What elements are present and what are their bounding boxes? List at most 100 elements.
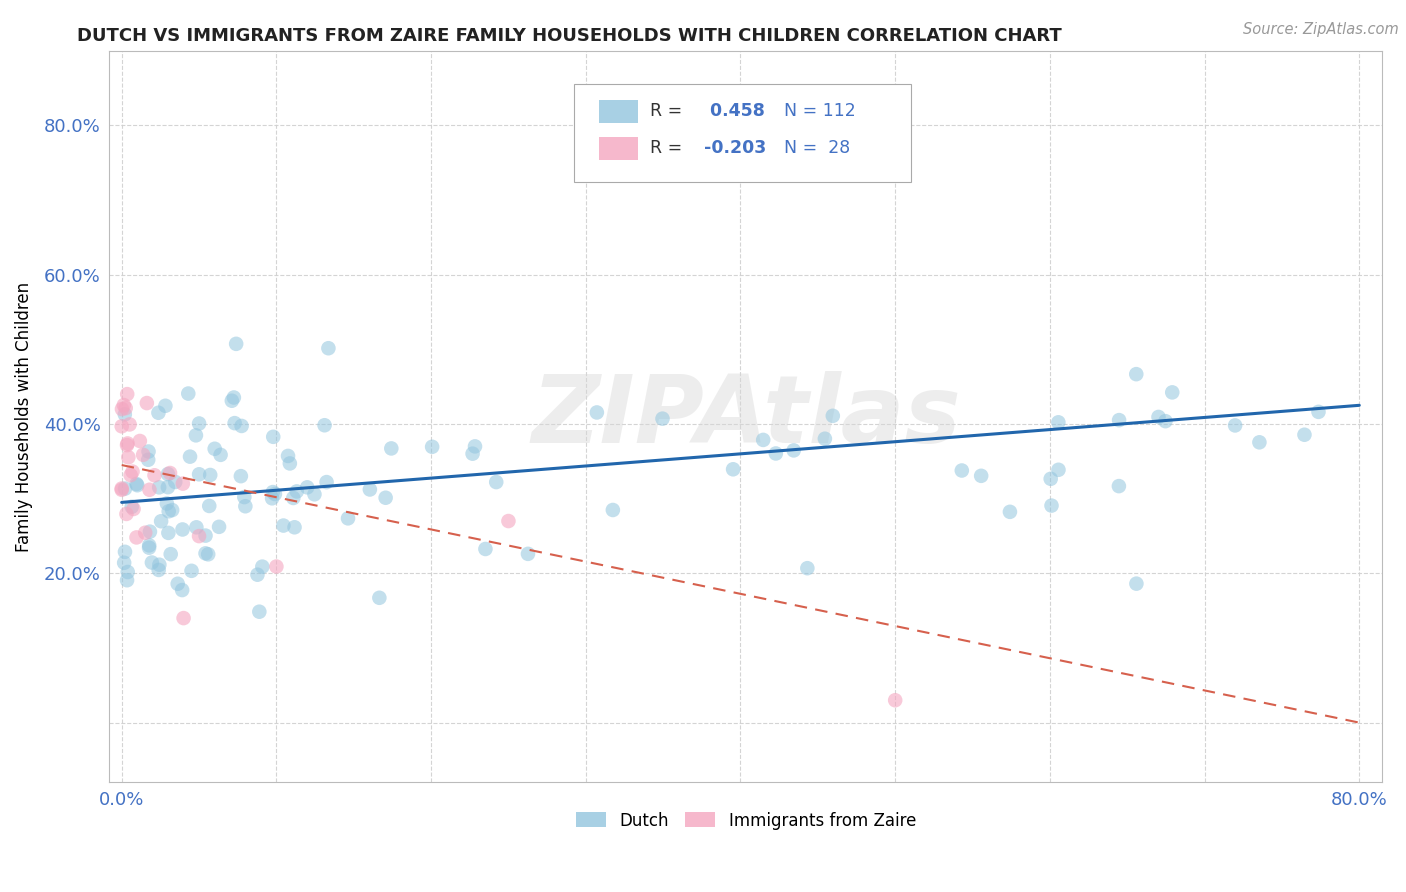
Point	[157, 504, 180, 518]
Point	[224, 416, 246, 430]
Point	[1125, 576, 1147, 591]
Point	[177, 386, 200, 401]
Point	[111, 483, 134, 497]
Point	[1161, 385, 1184, 400]
Text: 0.458: 0.458	[704, 102, 765, 120]
Point	[135, 396, 157, 410]
Point	[602, 503, 624, 517]
Point	[121, 500, 143, 514]
Point	[252, 559, 274, 574]
Point	[1040, 499, 1063, 513]
Point	[117, 450, 139, 465]
Point	[368, 591, 391, 605]
Point	[1108, 479, 1130, 493]
FancyBboxPatch shape	[574, 84, 911, 182]
Point	[112, 398, 135, 412]
Point	[122, 502, 145, 516]
Point	[132, 448, 155, 462]
Point	[266, 559, 288, 574]
Point	[115, 507, 138, 521]
Point	[143, 468, 166, 483]
Point	[138, 483, 160, 497]
Point	[221, 393, 243, 408]
Point	[318, 341, 340, 355]
Point	[194, 528, 217, 542]
Point	[1308, 405, 1330, 419]
Point	[970, 468, 993, 483]
Point	[117, 565, 139, 579]
Point	[186, 520, 208, 534]
Point	[247, 605, 270, 619]
Point	[277, 449, 299, 463]
Point	[262, 491, 284, 506]
Point	[380, 442, 402, 456]
Point	[752, 433, 775, 447]
Point	[262, 430, 284, 444]
Text: R =: R =	[651, 102, 683, 120]
Legend: Dutch, Immigrants from Zaire: Dutch, Immigrants from Zaire	[569, 805, 922, 836]
Point	[651, 411, 673, 425]
Point	[184, 428, 207, 442]
Point	[114, 545, 136, 559]
Point	[998, 505, 1021, 519]
Point	[172, 523, 194, 537]
Point	[783, 443, 806, 458]
Point	[273, 518, 295, 533]
Y-axis label: Family Households with Children: Family Households with Children	[15, 282, 32, 551]
Point	[188, 467, 211, 482]
Point	[125, 530, 148, 544]
Point	[208, 520, 231, 534]
Point	[246, 567, 269, 582]
Point	[114, 408, 136, 422]
Point	[209, 448, 232, 462]
Point	[160, 503, 183, 517]
Point	[156, 480, 179, 494]
Point	[188, 417, 211, 431]
Point	[337, 511, 360, 525]
Point	[165, 475, 187, 489]
Text: R =: R =	[651, 139, 683, 157]
Point	[262, 485, 284, 500]
Point	[115, 438, 138, 452]
Point	[111, 402, 134, 417]
Point	[1147, 409, 1170, 424]
Point	[134, 525, 156, 540]
Point	[374, 491, 396, 505]
Point	[283, 491, 305, 505]
Point	[136, 452, 159, 467]
Point	[200, 468, 222, 483]
Text: Source: ZipAtlas.com: Source: ZipAtlas.com	[1243, 22, 1399, 37]
Text: N =  28: N = 28	[785, 139, 851, 157]
Point	[1039, 472, 1062, 486]
Point	[148, 563, 170, 577]
Point	[315, 475, 337, 489]
FancyBboxPatch shape	[599, 137, 638, 161]
Point	[159, 466, 181, 480]
Point	[115, 573, 138, 587]
Point	[159, 547, 181, 561]
Point	[231, 419, 253, 434]
Point	[138, 444, 160, 458]
Point	[148, 558, 170, 572]
Point	[297, 480, 319, 494]
Point	[235, 500, 257, 514]
Point	[121, 465, 143, 479]
Point	[148, 406, 170, 420]
Point	[112, 556, 135, 570]
Point	[821, 409, 844, 423]
Point	[150, 514, 173, 528]
Text: ZIPAtlas: ZIPAtlas	[531, 370, 960, 463]
Point	[138, 538, 160, 552]
Point	[721, 462, 744, 476]
Point	[1047, 463, 1070, 477]
Point	[157, 525, 180, 540]
Point	[461, 447, 484, 461]
Text: N = 112: N = 112	[785, 102, 856, 120]
Point	[114, 482, 136, 496]
Point	[197, 547, 219, 561]
Point	[1294, 427, 1316, 442]
Point	[283, 520, 305, 534]
Point	[194, 546, 217, 560]
Point	[517, 547, 540, 561]
Point	[1108, 413, 1130, 427]
